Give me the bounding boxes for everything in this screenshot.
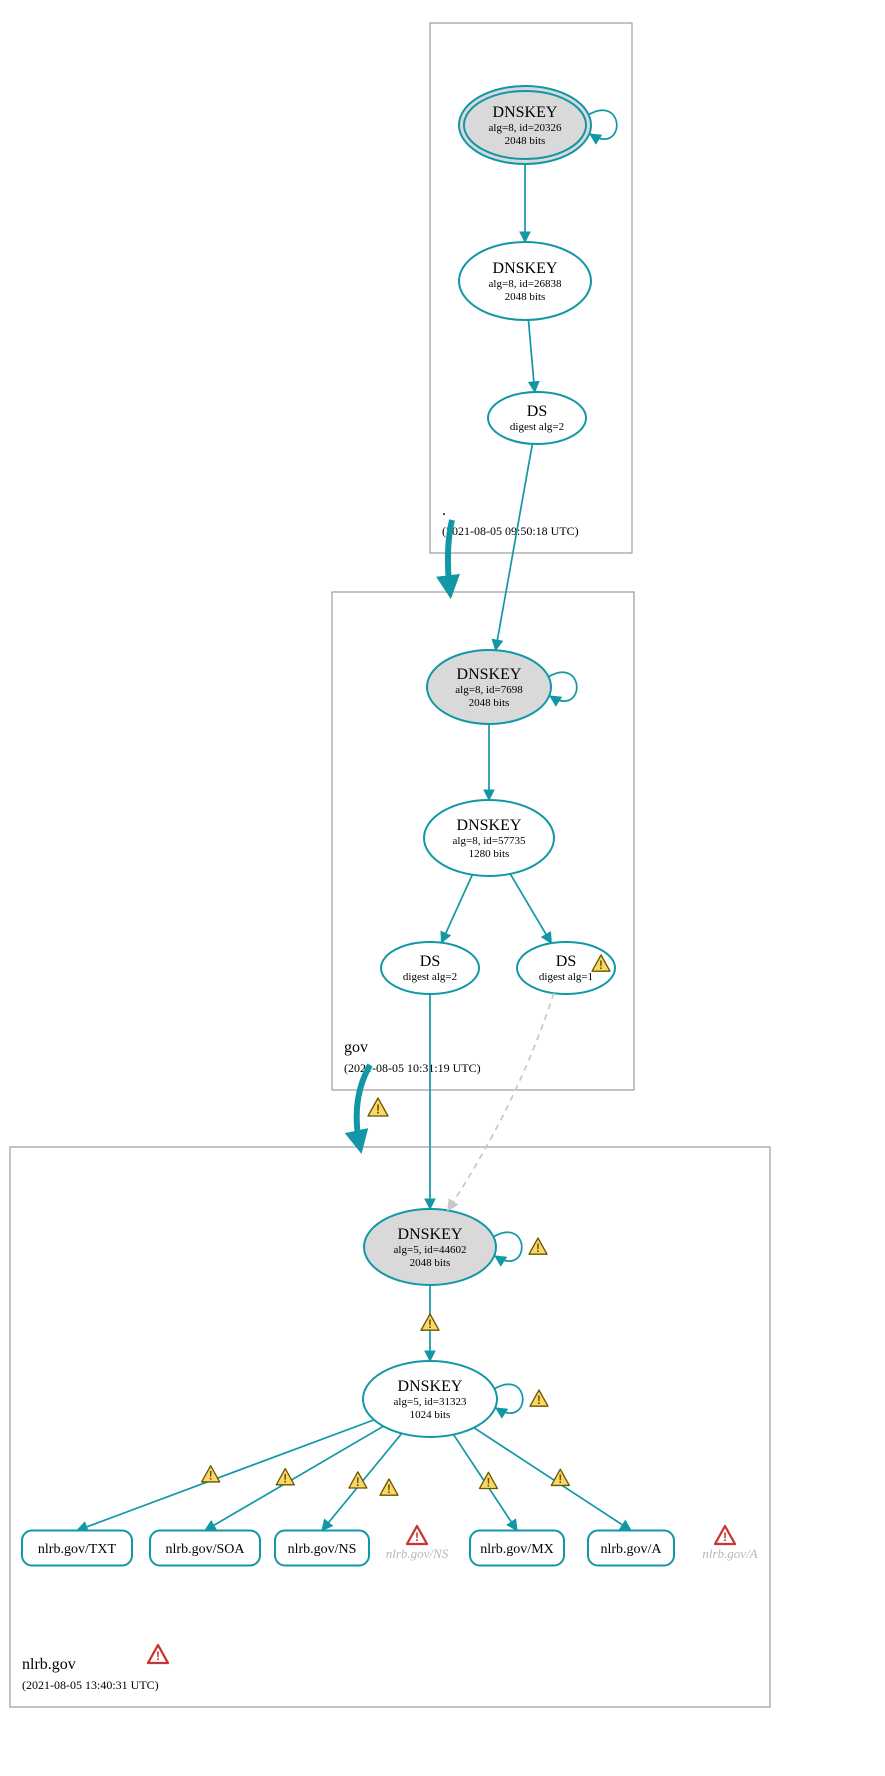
edge <box>441 875 472 943</box>
svg-text:!: ! <box>723 1530 727 1544</box>
node-gov_ds1: DSdigest alg=2 <box>381 942 479 994</box>
self-sign-edge <box>588 110 617 139</box>
warning-icon: ! <box>421 1314 439 1331</box>
svg-text:!: ! <box>486 1476 490 1489</box>
node-root_ksk: DNSKEYalg=8, id=203262048 bits <box>459 86 617 164</box>
node-nlrb_zsk: DNSKEYalg=5, id=313231024 bits <box>363 1361 523 1437</box>
node-detail: alg=5, id=31323 <box>394 1396 467 1408</box>
ghost-record: nlrb.gov/NS <box>386 1546 449 1561</box>
svg-text:!: ! <box>376 1102 380 1117</box>
node-title: DS <box>527 403 547 420</box>
svg-text:!: ! <box>558 1473 562 1486</box>
zone-label-gov: gov <box>344 1039 368 1056</box>
record-label: nlrb.gov/MX <box>480 1542 554 1557</box>
node-detail: alg=8, id=20326 <box>489 122 562 134</box>
node-gov_ksk: DNSKEYalg=8, id=76982048 bits <box>427 650 577 724</box>
node-detail: 1280 bits <box>469 848 510 860</box>
self-sign-edge <box>548 672 577 701</box>
delegation-edge <box>357 1065 370 1147</box>
svg-text:!: ! <box>536 1242 540 1255</box>
dnssec-diagram: . (2021-08-05 09:50:18 UTC) gov (2021-08-05… <box>0 0 885 1776</box>
edge <box>528 320 534 392</box>
warning-icon: ! <box>276 1469 294 1486</box>
edge <box>448 993 554 1210</box>
warning-icon: ! <box>479 1472 497 1489</box>
warning-icon: ! <box>529 1238 547 1255</box>
node-root_zsk: DNSKEYalg=8, id=268382048 bits <box>459 242 591 320</box>
zone-label-nlrb: nlrb.gov <box>22 1656 76 1673</box>
node-title: DS <box>556 953 576 970</box>
svg-text:!: ! <box>599 959 603 972</box>
node-detail: alg=8, id=57735 <box>453 835 526 847</box>
error-icon: ! <box>148 1645 168 1663</box>
zone-timestamp-root: (2021-08-05 09:50:18 UTC) <box>442 524 579 538</box>
svg-text:!: ! <box>283 1473 287 1486</box>
edge <box>496 444 533 650</box>
node-nlrb_ksk: DNSKEYalg=5, id=446022048 bits <box>364 1209 522 1285</box>
svg-text:!: ! <box>387 1483 391 1496</box>
warning-icon: ! <box>551 1469 569 1486</box>
svg-text:!: ! <box>356 1476 360 1489</box>
node-title: DS <box>420 953 440 970</box>
node-title: DNSKEY <box>493 104 558 121</box>
svg-text:!: ! <box>428 1318 432 1331</box>
warning-icon: ! <box>202 1466 220 1483</box>
node-detail: alg=5, id=44602 <box>394 1244 467 1256</box>
edge-to-record <box>77 1420 374 1531</box>
edge-to-record <box>474 1428 631 1531</box>
node-detail: 2048 bits <box>505 291 546 303</box>
node-title: DNSKEY <box>457 817 522 834</box>
svg-text:!: ! <box>415 1530 419 1544</box>
warning-icon: ! <box>368 1098 388 1117</box>
node-detail: digest alg=1 <box>539 971 593 983</box>
node-detail: digest alg=2 <box>403 971 457 983</box>
svg-text:!: ! <box>209 1470 213 1483</box>
error-icon: ! <box>715 1526 735 1544</box>
delegation-edge <box>448 520 452 592</box>
node-title: DNSKEY <box>398 1226 463 1243</box>
node-root_ds: DSdigest alg=2 <box>488 392 586 444</box>
node-title: DNSKEY <box>457 666 522 683</box>
node-detail: 2048 bits <box>469 697 510 709</box>
node-title: DNSKEY <box>493 260 558 277</box>
node-detail: digest alg=2 <box>510 421 564 433</box>
svg-text:!: ! <box>537 1394 541 1407</box>
ghost-record: nlrb.gov/A <box>702 1546 757 1561</box>
edge <box>510 874 551 943</box>
record-label: nlrb.gov/NS <box>288 1542 357 1557</box>
warning-icon: ! <box>530 1390 548 1407</box>
node-detail: 2048 bits <box>505 135 546 147</box>
node-detail: 2048 bits <box>410 1257 451 1269</box>
zone-timestamp-nlrb: (2021-08-05 13:40:31 UTC) <box>22 1678 159 1692</box>
self-sign-edge <box>494 1384 523 1413</box>
record-label: nlrb.gov/SOA <box>166 1542 246 1557</box>
node-gov_zsk: DNSKEYalg=8, id=577351280 bits <box>424 800 554 876</box>
node-detail: 1024 bits <box>410 1409 451 1421</box>
warning-icon: ! <box>380 1479 398 1496</box>
node-detail: alg=8, id=26838 <box>489 278 562 290</box>
record-label: nlrb.gov/TXT <box>38 1542 117 1557</box>
zone-label-root: . <box>442 502 446 519</box>
self-sign-edge <box>493 1232 522 1261</box>
error-icon: ! <box>407 1526 427 1544</box>
svg-text:!: ! <box>156 1649 160 1663</box>
node-title: DNSKEY <box>398 1378 463 1395</box>
node-detail: alg=8, id=7698 <box>455 684 523 696</box>
record-label: nlrb.gov/A <box>600 1542 662 1557</box>
